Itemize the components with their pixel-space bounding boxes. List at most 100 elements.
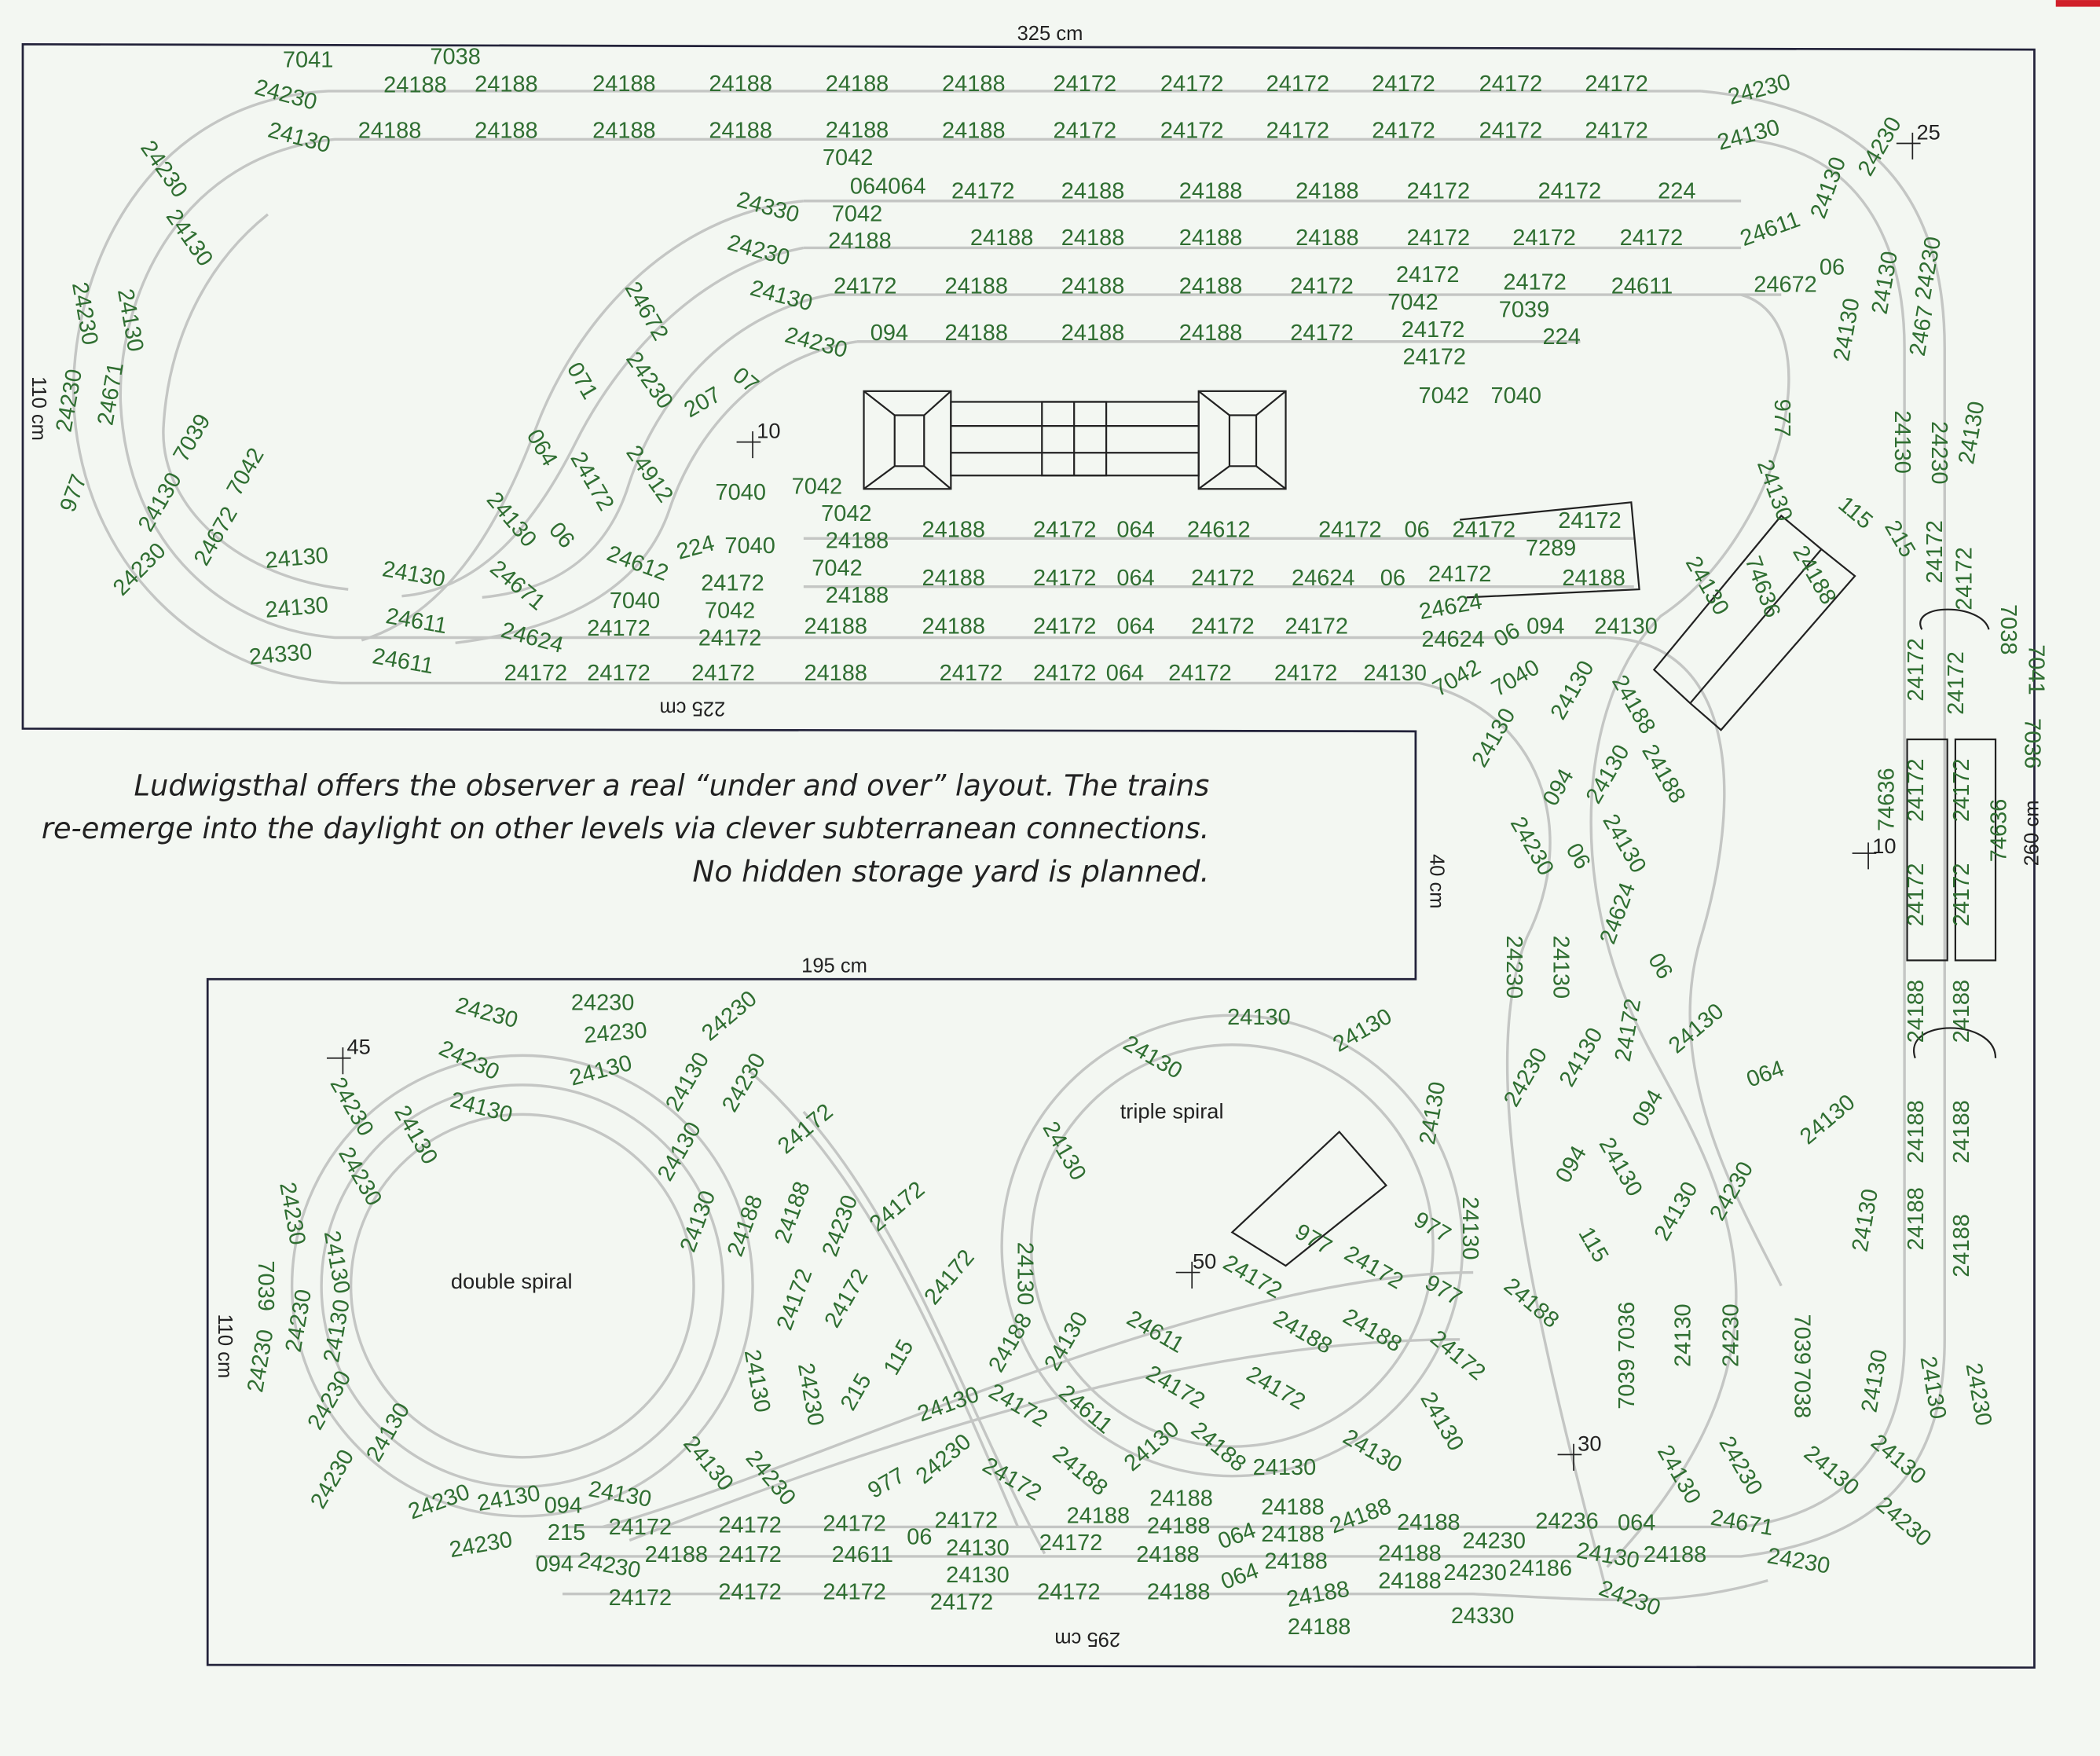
station-building	[863, 390, 1287, 490]
track-piece-label: 24130	[1329, 1004, 1396, 1058]
track-piece-label: 24230	[135, 136, 192, 202]
track-piece-label: 2467	[1905, 304, 1939, 358]
track-piece-label: 7040	[1491, 383, 1541, 409]
track-piece-label: 24172	[1372, 71, 1435, 97]
track-piece-label: 24130	[1650, 1178, 1703, 1245]
track-piece-label: 24172	[1428, 562, 1492, 587]
track-piece-label: 094	[870, 321, 908, 346]
track-piece-label: 7041	[2023, 644, 2048, 695]
track-piece-label: 24230	[583, 1017, 648, 1048]
track-piece-label: 24230	[1443, 1560, 1507, 1586]
track-piece-label: 24130	[1680, 552, 1734, 620]
track-piece-label: 24172	[1503, 270, 1567, 295]
track-piece-label: 977	[1291, 1219, 1336, 1260]
track-piece-label: 7038	[1789, 1368, 1814, 1418]
track-piece-label: 24188	[944, 273, 1008, 299]
track-piece-label: 24172	[1266, 119, 1330, 144]
track-piece-label: 24172	[773, 1099, 837, 1159]
track-piece-label: 24130	[319, 1298, 355, 1365]
track-piece-label: 24188	[1147, 1579, 1211, 1604]
track-piece-label: 06	[1380, 566, 1405, 591]
track-piece-label: 24230	[911, 1429, 976, 1489]
track-piece-label: 24172	[1039, 1531, 1103, 1556]
track-piece-label: 24172	[1160, 71, 1224, 97]
track-piece-label: 24188	[828, 229, 892, 254]
track-piece-label: 24188	[804, 661, 867, 686]
track-piece-label: 24188	[826, 71, 889, 97]
page-accent-mark	[2055, 0, 2100, 7]
track-piece-label: 24230	[1725, 69, 1793, 110]
track-piece-label: 24172	[1512, 225, 1576, 251]
track-piece-label: 06	[1820, 255, 1845, 280]
track-piece-label: 24230	[243, 1328, 279, 1395]
track-piece-label: 24188	[1061, 178, 1125, 203]
track-piece-label: 24188	[770, 1179, 815, 1247]
track-piece-label: 064	[1116, 566, 1154, 591]
track-piece-label: 24188	[592, 71, 656, 97]
track-piece-label: 215	[548, 1520, 585, 1545]
track-piece-label: 7040	[724, 533, 775, 559]
platform-structures	[1230, 501, 1997, 1267]
height-marker-label: 45	[347, 1035, 371, 1059]
track-piece-label: 24188	[1787, 541, 1841, 609]
track-piece-label: 74636	[1740, 553, 1786, 621]
track-piece-label: 24130	[1806, 154, 1852, 222]
height-marker-label: 10	[1872, 834, 1896, 858]
track-piece-label: 74636	[1987, 799, 2012, 863]
track-piece-label: 24188	[1261, 1494, 1325, 1520]
track-piece-label: 7042	[1418, 383, 1468, 409]
track-piece-label: 24172	[1904, 638, 1929, 702]
track-piece-label: 24230	[576, 1548, 643, 1584]
track-lines	[71, 90, 1946, 1602]
track-piece-label: 24130	[264, 592, 329, 623]
track-piece-label: 24188	[826, 118, 889, 143]
track-piece-label: 24172	[930, 1590, 994, 1615]
track-piece-label: 24188	[358, 119, 422, 144]
track-piece-label: 24130	[1039, 1307, 1093, 1375]
track-piece-label: 24130	[1119, 1031, 1186, 1084]
track-piece-label: 24172	[1037, 1579, 1101, 1604]
dimension-bottom: 295 cm	[1054, 1628, 1120, 1650]
track-piece-label: 24172	[1407, 225, 1471, 251]
track-piece-label: 24172	[718, 1579, 782, 1604]
track-piece-label: 24624	[498, 618, 566, 658]
track-piece-label: 24172	[1952, 547, 1977, 610]
track-piece-label: 24230	[571, 990, 635, 1015]
track-piece-label: 24172	[1904, 863, 1929, 927]
track-piece-label: 24188	[1269, 1306, 1336, 1359]
track-piece-label: 977	[1769, 399, 1794, 437]
track-piece-label: 24130	[1013, 1242, 1038, 1306]
track-piece-label: 24130	[1915, 1355, 1951, 1421]
track-piece-label: 064	[1218, 1558, 1262, 1595]
track-piece-label: 7039 7036	[1614, 1302, 1640, 1410]
height-marker-label: 30	[1578, 1431, 1601, 1455]
track-piece-label: 06	[1561, 839, 1596, 874]
track-piece-label: 24130	[1889, 410, 1915, 474]
track-piece-label: 06	[544, 518, 579, 553]
track-piece-label: 24172	[978, 1453, 1046, 1506]
track-piece-label: 24671	[93, 361, 129, 427]
track-piece-label: 24230	[67, 280, 103, 347]
track-piece-label: 24672	[620, 277, 673, 345]
track-piece-label: 24172	[1949, 759, 1974, 823]
track-piece-label: 24188	[1636, 740, 1690, 808]
track-piece-label: 24188	[383, 72, 447, 97]
triple-spiral-label: triple spiral	[1120, 1098, 1224, 1123]
track-piece-label: 24611	[1054, 1380, 1117, 1439]
track-piece-label: 215	[1879, 516, 1920, 562]
track-piece-label: 24130	[1594, 1134, 1647, 1201]
track-piece-label: 24172	[1191, 614, 1255, 639]
track-piece-label: 24172	[1142, 1361, 1209, 1414]
track-piece-label: 24230	[453, 992, 520, 1033]
track-piece-label: 064	[1618, 1510, 1655, 1535]
track-piece-label: 24172	[587, 616, 651, 641]
track-piece-label: 24624	[1596, 879, 1641, 948]
track-piece-label: 24188	[944, 321, 1008, 346]
track-piece-label: 24230	[621, 347, 677, 413]
track-piece-label: 07	[727, 363, 763, 398]
track-piece-label: 24172	[1340, 1241, 1408, 1294]
track-piece-label: 24172	[823, 1579, 886, 1604]
track-piece-label: 094	[1628, 1086, 1669, 1131]
track-piece-label: 24130	[1670, 1303, 1695, 1367]
track-piece-label: 7039	[1789, 1314, 1814, 1365]
